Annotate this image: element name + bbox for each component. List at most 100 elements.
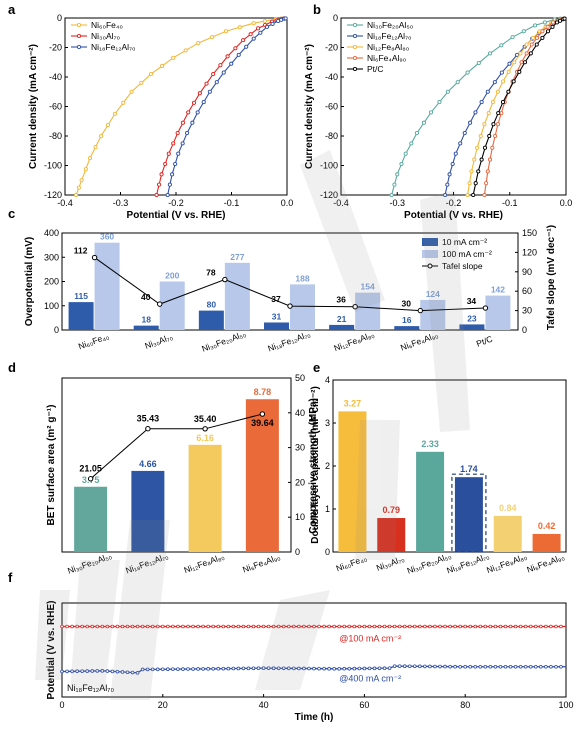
stability-marker	[533, 624, 538, 629]
stability-marker	[317, 624, 321, 629]
stability-marker	[448, 624, 452, 629]
stability-marker	[438, 624, 442, 629]
stability-marker	[251, 666, 256, 671]
series-marker	[476, 169, 481, 174]
stability-marker	[95, 669, 100, 673]
stability-marker	[221, 666, 226, 671]
stability-marker	[397, 664, 402, 668]
series-marker	[518, 51, 523, 56]
stability-marker	[554, 664, 558, 669]
y-tick-label: 0	[54, 325, 59, 335]
stability-marker	[549, 664, 553, 669]
series-marker	[175, 130, 180, 136]
stability-marker	[201, 624, 205, 629]
stability-marker	[483, 664, 488, 669]
series-marker	[531, 35, 536, 40]
panel-d-frame	[61, 377, 292, 553]
panel-letter-c: c	[8, 206, 15, 221]
stability-marker	[544, 624, 548, 629]
stability-marker	[286, 666, 291, 671]
stability-marker	[226, 624, 231, 629]
series-marker	[421, 120, 427, 125]
stability-marker	[448, 664, 452, 669]
series-marker	[180, 141, 185, 146]
series-marker	[183, 48, 188, 53]
stability-marker	[508, 624, 513, 629]
stability-marker	[206, 624, 210, 629]
y-tick-label: -100	[320, 161, 338, 171]
bar-bet	[245, 399, 279, 552]
series-marker	[496, 111, 501, 116]
x-axis-title: Potential (V vs. RHE)	[127, 210, 226, 221]
stability-marker	[478, 624, 483, 629]
stability-marker	[161, 667, 165, 672]
series-marker	[542, 20, 547, 25]
stability-marker	[120, 670, 125, 674]
stability-marker	[90, 624, 95, 629]
series-marker	[500, 100, 506, 105]
panel-letter-d: d	[8, 360, 16, 375]
series-marker	[437, 100, 442, 105]
series-marker	[458, 141, 463, 146]
panel-letter-a: a	[8, 2, 16, 17]
stability-marker	[100, 624, 105, 629]
series-marker	[499, 70, 504, 75]
series-marker	[521, 29, 526, 34]
bar-strength	[416, 451, 445, 552]
series-marker	[478, 133, 483, 139]
legend-label: 10 mA cm⁻²	[442, 237, 487, 247]
series-marker	[510, 35, 515, 40]
stability-marker	[307, 624, 311, 629]
x-tick-label: -0.4	[57, 198, 73, 208]
y-tick-label: 4	[325, 375, 330, 385]
series-marker	[529, 42, 534, 47]
series-marker	[443, 192, 448, 198]
series-marker	[473, 110, 478, 115]
series-marker	[171, 55, 176, 60]
stability-marker	[115, 669, 120, 674]
panel-f-frame	[61, 602, 567, 698]
series-marker	[186, 110, 191, 115]
series-marker	[159, 172, 164, 177]
series-marker	[191, 100, 197, 105]
series-marker	[476, 60, 481, 66]
legend-marker	[352, 44, 358, 50]
stability-marker	[110, 624, 115, 629]
series-marker	[445, 182, 450, 187]
y-axis-title: Current density (mA cm⁻²)	[304, 44, 315, 169]
bar-label-bet: 4.66	[139, 459, 157, 469]
legend-label: Ni₁₂Fe₈Al₈₀	[367, 42, 410, 52]
series-marker	[185, 130, 190, 136]
stability-marker	[473, 624, 478, 629]
legend-label: Ni₁₈Fe₁₂Al₇₀	[91, 42, 136, 52]
y-tick-label: 2	[325, 461, 330, 471]
series-marker	[167, 182, 172, 187]
series-line-2	[467, 17, 567, 196]
stability-marker	[70, 624, 74, 629]
bar-label-100mA: 277	[230, 252, 244, 262]
series-marker	[201, 100, 206, 105]
tafel-label: 78	[206, 268, 216, 278]
legend-label: Ni₃₀Fe₂₀Al₅₀	[367, 20, 414, 30]
y-axis-title: Compressive strength (MPa)	[308, 398, 319, 534]
y-tick-label: 0	[333, 13, 338, 23]
bar-bet	[131, 470, 165, 552]
stability-marker	[322, 666, 326, 671]
stability-marker	[176, 624, 180, 629]
stability-marker	[211, 666, 216, 671]
stability-marker	[140, 624, 145, 629]
legend-label: Ni₆Fe₄Al₉₀	[367, 53, 407, 63]
stability-marker	[105, 624, 110, 629]
bar-label-strength: 0.42	[538, 521, 556, 531]
stability-marker	[166, 667, 170, 672]
stability-marker	[523, 624, 528, 629]
series-marker	[223, 29, 228, 34]
bar-100mA	[355, 292, 381, 330]
category-label: Ni₃₀Al₇₀	[375, 553, 406, 572]
series-marker	[105, 122, 111, 127]
bar-label-10mA: 23	[467, 313, 477, 323]
series-marker	[455, 80, 460, 85]
y2-axis-title: Double layer capacitor (mF cm⁻²)	[310, 386, 321, 544]
stability-marker	[327, 666, 331, 671]
y-tick-label: 200	[44, 277, 59, 287]
